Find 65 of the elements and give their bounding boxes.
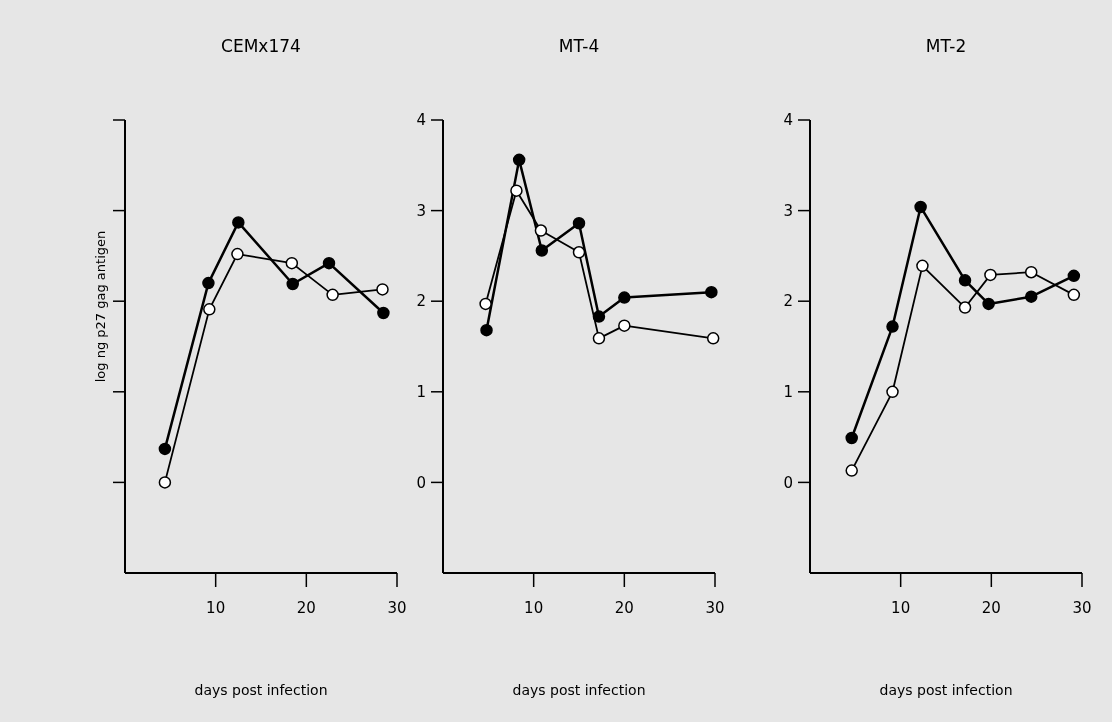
point [512,153,526,167]
y-tick-label: 2 [783,292,793,311]
point [480,323,493,337]
y-tick-label: 1 [783,383,793,402]
point [232,216,245,229]
point [845,431,858,445]
x-tick-label: 10 [891,599,911,617]
point [958,301,972,314]
x-axis-title: days post infection [879,682,1013,698]
point [158,442,172,456]
point [202,276,215,290]
point [231,247,244,261]
point [158,476,172,489]
point [706,332,720,345]
point [1024,265,1038,279]
point [916,259,929,273]
point [377,306,390,320]
y-tick-label: 4 [416,111,426,130]
x-tick-label: 10 [206,599,226,617]
point [592,332,606,345]
point [1067,288,1081,302]
point [1067,269,1081,283]
point [982,297,995,311]
x-tick-label: 20 [981,599,1001,617]
chart-title: CEMx174 [221,36,301,56]
x-tick-label: 30 [387,599,407,617]
point [286,277,299,291]
x-axis-title: days post infection [512,682,646,698]
point [618,319,631,332]
point [322,256,336,270]
y-tick-label: 4 [783,111,793,130]
point [535,244,549,257]
point [376,283,389,296]
y-axis-title: log ng p27 gag antigen [93,230,108,383]
x-axis-title: days post infection [194,682,328,698]
point [984,268,997,282]
x-tick-label: 20 [296,599,316,617]
y-tick-label: 2 [416,292,426,311]
point [1024,290,1038,303]
point [572,246,586,259]
point [572,217,586,230]
point [705,285,718,299]
x-tick-label: 20 [614,599,634,617]
point [203,303,216,316]
x-tick-label: 30 [1072,599,1092,617]
point [510,184,523,197]
point [958,274,972,287]
y-tick-label: 1 [416,383,426,402]
point [914,200,927,214]
point [534,224,548,237]
x-tick-label: 10 [524,599,544,617]
point [845,464,858,477]
chart-title: MT-2 [925,36,967,56]
y-tick-label: 0 [416,473,426,492]
point [285,256,299,270]
y-tick-label: 0 [783,473,793,492]
point [479,297,492,311]
point [618,291,631,304]
point [326,288,339,302]
chart-title: MT-4 [558,36,600,56]
point [886,385,899,399]
y-tick-label: 3 [783,201,793,220]
x-tick-label: 30 [705,599,725,617]
y-tick-label: 3 [416,201,426,220]
point [886,320,899,333]
